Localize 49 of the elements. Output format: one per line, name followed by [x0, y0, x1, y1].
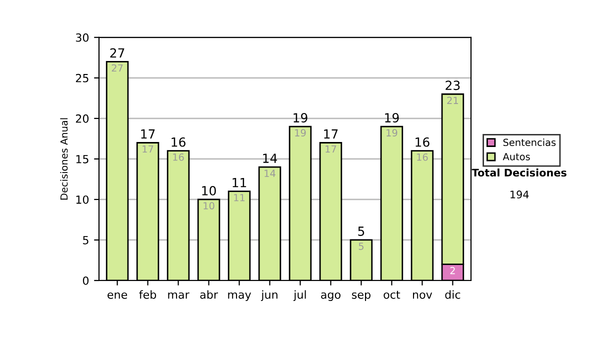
- total-label: 11: [232, 178, 246, 188]
- total-label: 19: [294, 113, 308, 122]
- y-tick-label: 0: [82, 276, 89, 285]
- text: 194: [510, 190, 529, 198]
- data-label: 19: [386, 129, 398, 136]
- x-tick-label: oct: [384, 290, 400, 299]
- x-tick-label: mar: [168, 292, 190, 299]
- total-label: 23: [446, 80, 460, 90]
- data-label: 21: [447, 96, 458, 104]
- x-tick-label: ene: [108, 292, 128, 299]
- y-tick-label: 20: [76, 114, 89, 123]
- total-label: 19: [385, 113, 399, 122]
- x-tick-label: jun: [260, 290, 278, 301]
- total-label: 16: [416, 137, 430, 147]
- data-label: 11: [234, 194, 245, 202]
- x-tick-label: nov: [413, 292, 432, 299]
- total-label: 27: [110, 48, 124, 58]
- y-tick-label: 30: [76, 33, 89, 42]
- x-tick-label: sep: [352, 292, 370, 301]
- data-label: 2: [450, 266, 455, 274]
- total-label: 17: [324, 129, 338, 139]
- legend-label: Autos: [502, 153, 530, 160]
- y-tick-label: 15: [76, 155, 88, 164]
- data-label: 5: [358, 242, 364, 250]
- legend-label: Sentencias: [503, 138, 556, 146]
- y-tick-label: 10: [76, 195, 89, 204]
- x-tick-label: jul: [293, 290, 306, 301]
- y-axis-title: Decisiones Anual: [60, 118, 68, 200]
- x-tick-label: ago: [321, 292, 340, 301]
- total-label: 16: [172, 137, 186, 147]
- x-tick-label: may: [228, 292, 252, 301]
- y-tick-label: 5: [83, 236, 88, 244]
- total-label: 5: [358, 226, 364, 236]
- x-tick-label: abr: [200, 290, 218, 299]
- x-tick-label: dic: [445, 290, 460, 299]
- x-tick-label: feb: [139, 290, 156, 299]
- data-label: 17: [326, 145, 336, 153]
- total-label: 14: [263, 154, 278, 163]
- data-label: 16: [417, 153, 428, 161]
- data-label: 19: [295, 129, 306, 136]
- data-label: 27: [112, 64, 123, 72]
- data-label: 10: [204, 202, 214, 210]
- data-label: 14: [264, 170, 276, 177]
- data-label: 16: [173, 153, 184, 161]
- text: Total Decisiones: [472, 168, 566, 177]
- total-label: 17: [141, 129, 155, 139]
- total-label: 10: [202, 186, 216, 196]
- y-tick-label: 25: [76, 74, 88, 82]
- data-label: 17: [142, 145, 154, 153]
